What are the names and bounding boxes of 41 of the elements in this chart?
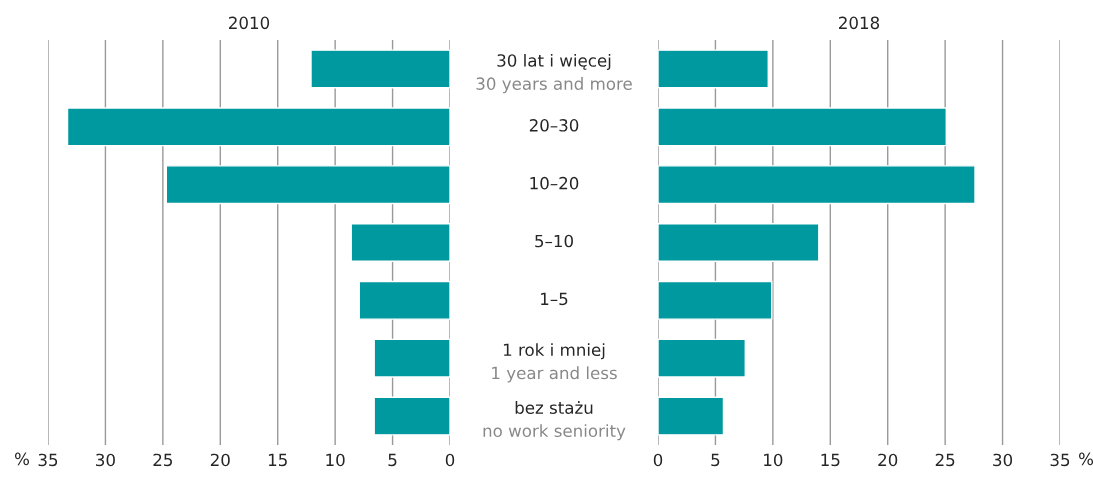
bar [373, 396, 450, 436]
y-tick-label: 10–20 [530, 176, 579, 190]
x-axis-title: % [14, 452, 29, 466]
chart-title: 2010 [229, 16, 270, 30]
bar [658, 49, 769, 89]
x-tick-label: 15 [268, 453, 287, 467]
x-tick-label: 30 [993, 453, 1013, 467]
x-tick-label: 0 [653, 453, 663, 467]
bar [310, 49, 450, 89]
x-tick-label: 10 [764, 453, 783, 467]
x-tick-label: 0 [445, 453, 455, 467]
bar [66, 107, 450, 147]
y-tick-label: 5–10 [535, 234, 573, 248]
x-tick-label: 20 [878, 453, 898, 467]
x-tick-label: 35 [1050, 453, 1070, 467]
bar [658, 165, 976, 205]
chart-title: 2018 [839, 16, 880, 30]
bar [658, 396, 725, 436]
y-tick-label: 20–30 [529, 119, 579, 132]
y-tick-label: 1 rok i mniej 1 year and less [492, 343, 617, 383]
y-tick-label: 30 lat i więcej 30 years and more [476, 53, 632, 94]
x-tick-label: 20 [210, 453, 230, 467]
x-tick-label: 25 [935, 453, 955, 467]
x-tick-label: 5 [711, 453, 720, 467]
x-tick-label: 5 [388, 453, 397, 467]
bar [358, 280, 450, 320]
bar [373, 338, 450, 378]
bar [658, 107, 947, 147]
bar [658, 280, 773, 320]
x-axis-title: % [1079, 452, 1093, 466]
x-tick-label: 15 [821, 453, 840, 467]
x-tick-label: 30 [96, 453, 115, 467]
y-tick-label: bez stażu no work seniority [483, 401, 626, 441]
bar [350, 223, 450, 262]
bar [165, 165, 450, 205]
x-tick-label: 35 [38, 453, 58, 467]
bar [658, 338, 746, 378]
x-tick-label: 25 [153, 453, 173, 467]
bar [658, 223, 820, 262]
x-tick-label: 10 [326, 453, 345, 467]
y-tick-label: 1–5 [541, 292, 568, 306]
